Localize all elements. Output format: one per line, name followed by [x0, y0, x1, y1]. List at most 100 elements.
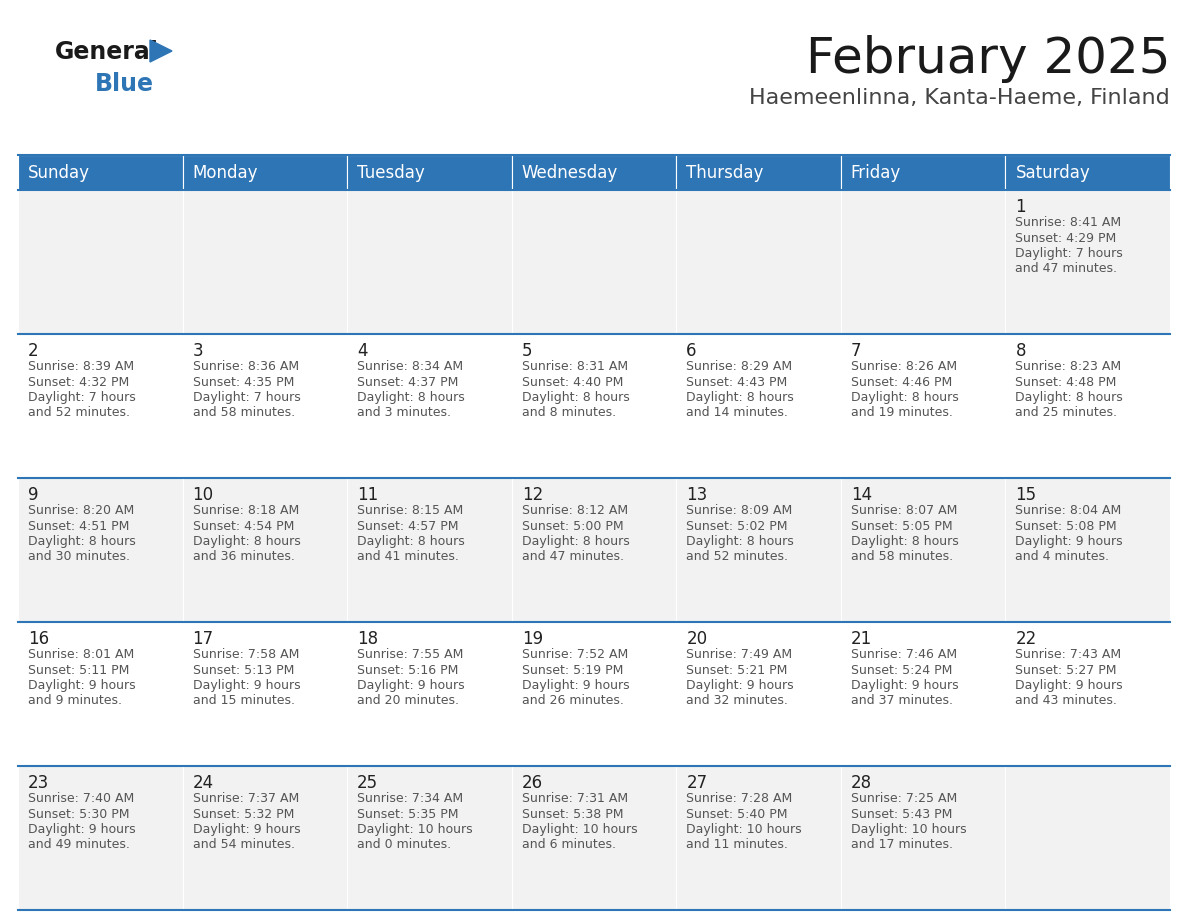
- Text: Thursday: Thursday: [687, 163, 764, 182]
- Text: Sunrise: 7:34 AM: Sunrise: 7:34 AM: [358, 792, 463, 805]
- Text: Sunrise: 8:04 AM: Sunrise: 8:04 AM: [1016, 504, 1121, 517]
- Text: Daylight: 9 hours: Daylight: 9 hours: [851, 679, 959, 692]
- Bar: [1005, 478, 1170, 622]
- Text: Daylight: 8 hours: Daylight: 8 hours: [1016, 391, 1123, 404]
- Text: Sunrise: 7:43 AM: Sunrise: 7:43 AM: [1016, 648, 1121, 661]
- Text: 15: 15: [1016, 486, 1037, 504]
- Text: 23: 23: [29, 774, 49, 792]
- Bar: [512, 478, 676, 622]
- Text: Sunset: 4:40 PM: Sunset: 4:40 PM: [522, 375, 623, 388]
- Text: Daylight: 8 hours: Daylight: 8 hours: [358, 535, 465, 548]
- Text: Sunset: 5:19 PM: Sunset: 5:19 PM: [522, 664, 623, 677]
- Text: Daylight: 7 hours: Daylight: 7 hours: [192, 391, 301, 404]
- Text: Saturday: Saturday: [1016, 163, 1091, 182]
- Text: and 25 minutes.: and 25 minutes.: [1016, 407, 1118, 420]
- Text: Sunrise: 8:31 AM: Sunrise: 8:31 AM: [522, 360, 627, 373]
- Text: 14: 14: [851, 486, 872, 504]
- Text: 27: 27: [687, 774, 707, 792]
- Text: Sunrise: 8:15 AM: Sunrise: 8:15 AM: [358, 504, 463, 517]
- Text: Sunset: 4:46 PM: Sunset: 4:46 PM: [851, 375, 952, 388]
- Text: Sunset: 4:37 PM: Sunset: 4:37 PM: [358, 375, 459, 388]
- Bar: [841, 334, 1005, 478]
- Text: and 4 minutes.: and 4 minutes.: [1016, 551, 1110, 564]
- Text: Daylight: 8 hours: Daylight: 8 hours: [522, 391, 630, 404]
- Bar: [512, 766, 676, 910]
- Text: Sunrise: 7:25 AM: Sunrise: 7:25 AM: [851, 792, 958, 805]
- Text: Sunrise: 8:34 AM: Sunrise: 8:34 AM: [358, 360, 463, 373]
- Bar: [512, 190, 676, 334]
- Text: Daylight: 8 hours: Daylight: 8 hours: [522, 535, 630, 548]
- Text: Sunrise: 7:58 AM: Sunrise: 7:58 AM: [192, 648, 299, 661]
- Text: and 14 minutes.: and 14 minutes.: [687, 407, 788, 420]
- Text: Sunrise: 8:07 AM: Sunrise: 8:07 AM: [851, 504, 958, 517]
- Bar: [841, 155, 1005, 190]
- Text: Sunset: 5:02 PM: Sunset: 5:02 PM: [687, 520, 788, 532]
- Text: Sunrise: 8:39 AM: Sunrise: 8:39 AM: [29, 360, 134, 373]
- Text: Sunrise: 7:31 AM: Sunrise: 7:31 AM: [522, 792, 627, 805]
- Text: Sunset: 5:24 PM: Sunset: 5:24 PM: [851, 664, 953, 677]
- Text: Blue: Blue: [95, 72, 154, 96]
- Text: Sunrise: 8:41 AM: Sunrise: 8:41 AM: [1016, 216, 1121, 229]
- Bar: [183, 334, 347, 478]
- Text: Daylight: 9 hours: Daylight: 9 hours: [358, 679, 465, 692]
- Text: Sunrise: 8:23 AM: Sunrise: 8:23 AM: [1016, 360, 1121, 373]
- Text: and 52 minutes.: and 52 minutes.: [687, 551, 789, 564]
- Text: 21: 21: [851, 630, 872, 648]
- Text: 11: 11: [358, 486, 379, 504]
- Text: Daylight: 9 hours: Daylight: 9 hours: [1016, 679, 1123, 692]
- Text: Daylight: 9 hours: Daylight: 9 hours: [687, 679, 794, 692]
- Text: Sunset: 5:38 PM: Sunset: 5:38 PM: [522, 808, 624, 821]
- Text: Sunset: 5:27 PM: Sunset: 5:27 PM: [1016, 664, 1117, 677]
- Text: Sunrise: 8:36 AM: Sunrise: 8:36 AM: [192, 360, 298, 373]
- Text: Daylight: 9 hours: Daylight: 9 hours: [192, 679, 301, 692]
- Bar: [841, 190, 1005, 334]
- Text: Sunset: 5:30 PM: Sunset: 5:30 PM: [29, 808, 129, 821]
- Text: 9: 9: [29, 486, 38, 504]
- Text: Sunrise: 8:20 AM: Sunrise: 8:20 AM: [29, 504, 134, 517]
- Text: Sunrise: 7:37 AM: Sunrise: 7:37 AM: [192, 792, 299, 805]
- Text: and 54 minutes.: and 54 minutes.: [192, 838, 295, 852]
- Text: and 15 minutes.: and 15 minutes.: [192, 695, 295, 708]
- Text: Daylight: 10 hours: Daylight: 10 hours: [851, 823, 967, 836]
- Text: and 6 minutes.: and 6 minutes.: [522, 838, 615, 852]
- Text: and 47 minutes.: and 47 minutes.: [1016, 263, 1118, 275]
- Text: 12: 12: [522, 486, 543, 504]
- Text: and 36 minutes.: and 36 minutes.: [192, 551, 295, 564]
- Bar: [1005, 622, 1170, 766]
- Text: 1: 1: [1016, 198, 1026, 216]
- Bar: [18, 478, 183, 622]
- Text: Sunrise: 8:09 AM: Sunrise: 8:09 AM: [687, 504, 792, 517]
- Text: Sunrise: 8:01 AM: Sunrise: 8:01 AM: [29, 648, 134, 661]
- Text: Sunset: 4:32 PM: Sunset: 4:32 PM: [29, 375, 129, 388]
- Text: 5: 5: [522, 342, 532, 360]
- Text: and 3 minutes.: and 3 minutes.: [358, 407, 451, 420]
- Text: and 17 minutes.: and 17 minutes.: [851, 838, 953, 852]
- Text: Sunrise: 7:28 AM: Sunrise: 7:28 AM: [687, 792, 792, 805]
- Text: Sunday: Sunday: [29, 163, 90, 182]
- Text: 20: 20: [687, 630, 707, 648]
- Text: Sunset: 4:57 PM: Sunset: 4:57 PM: [358, 520, 459, 532]
- Bar: [347, 334, 512, 478]
- Text: 17: 17: [192, 630, 214, 648]
- Text: Daylight: 10 hours: Daylight: 10 hours: [522, 823, 637, 836]
- Text: Sunset: 5:11 PM: Sunset: 5:11 PM: [29, 664, 129, 677]
- Text: Sunset: 5:35 PM: Sunset: 5:35 PM: [358, 808, 459, 821]
- Text: Daylight: 9 hours: Daylight: 9 hours: [1016, 535, 1123, 548]
- Text: Sunset: 4:35 PM: Sunset: 4:35 PM: [192, 375, 293, 388]
- Text: and 20 minutes.: and 20 minutes.: [358, 695, 459, 708]
- Text: 6: 6: [687, 342, 697, 360]
- Bar: [841, 766, 1005, 910]
- Text: and 9 minutes.: and 9 minutes.: [29, 695, 122, 708]
- Text: 28: 28: [851, 774, 872, 792]
- Text: Daylight: 7 hours: Daylight: 7 hours: [1016, 247, 1123, 260]
- Text: Sunset: 4:29 PM: Sunset: 4:29 PM: [1016, 231, 1117, 244]
- Text: and 47 minutes.: and 47 minutes.: [522, 551, 624, 564]
- Text: Sunset: 5:00 PM: Sunset: 5:00 PM: [522, 520, 624, 532]
- Bar: [18, 155, 183, 190]
- Text: and 19 minutes.: and 19 minutes.: [851, 407, 953, 420]
- Polygon shape: [150, 40, 172, 62]
- Bar: [841, 478, 1005, 622]
- Text: Sunrise: 8:26 AM: Sunrise: 8:26 AM: [851, 360, 958, 373]
- Text: 4: 4: [358, 342, 367, 360]
- Bar: [347, 190, 512, 334]
